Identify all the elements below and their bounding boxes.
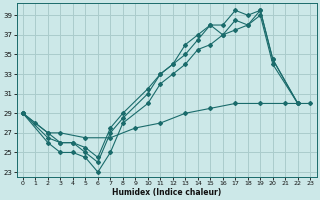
X-axis label: Humidex (Indice chaleur): Humidex (Indice chaleur): [112, 188, 221, 197]
